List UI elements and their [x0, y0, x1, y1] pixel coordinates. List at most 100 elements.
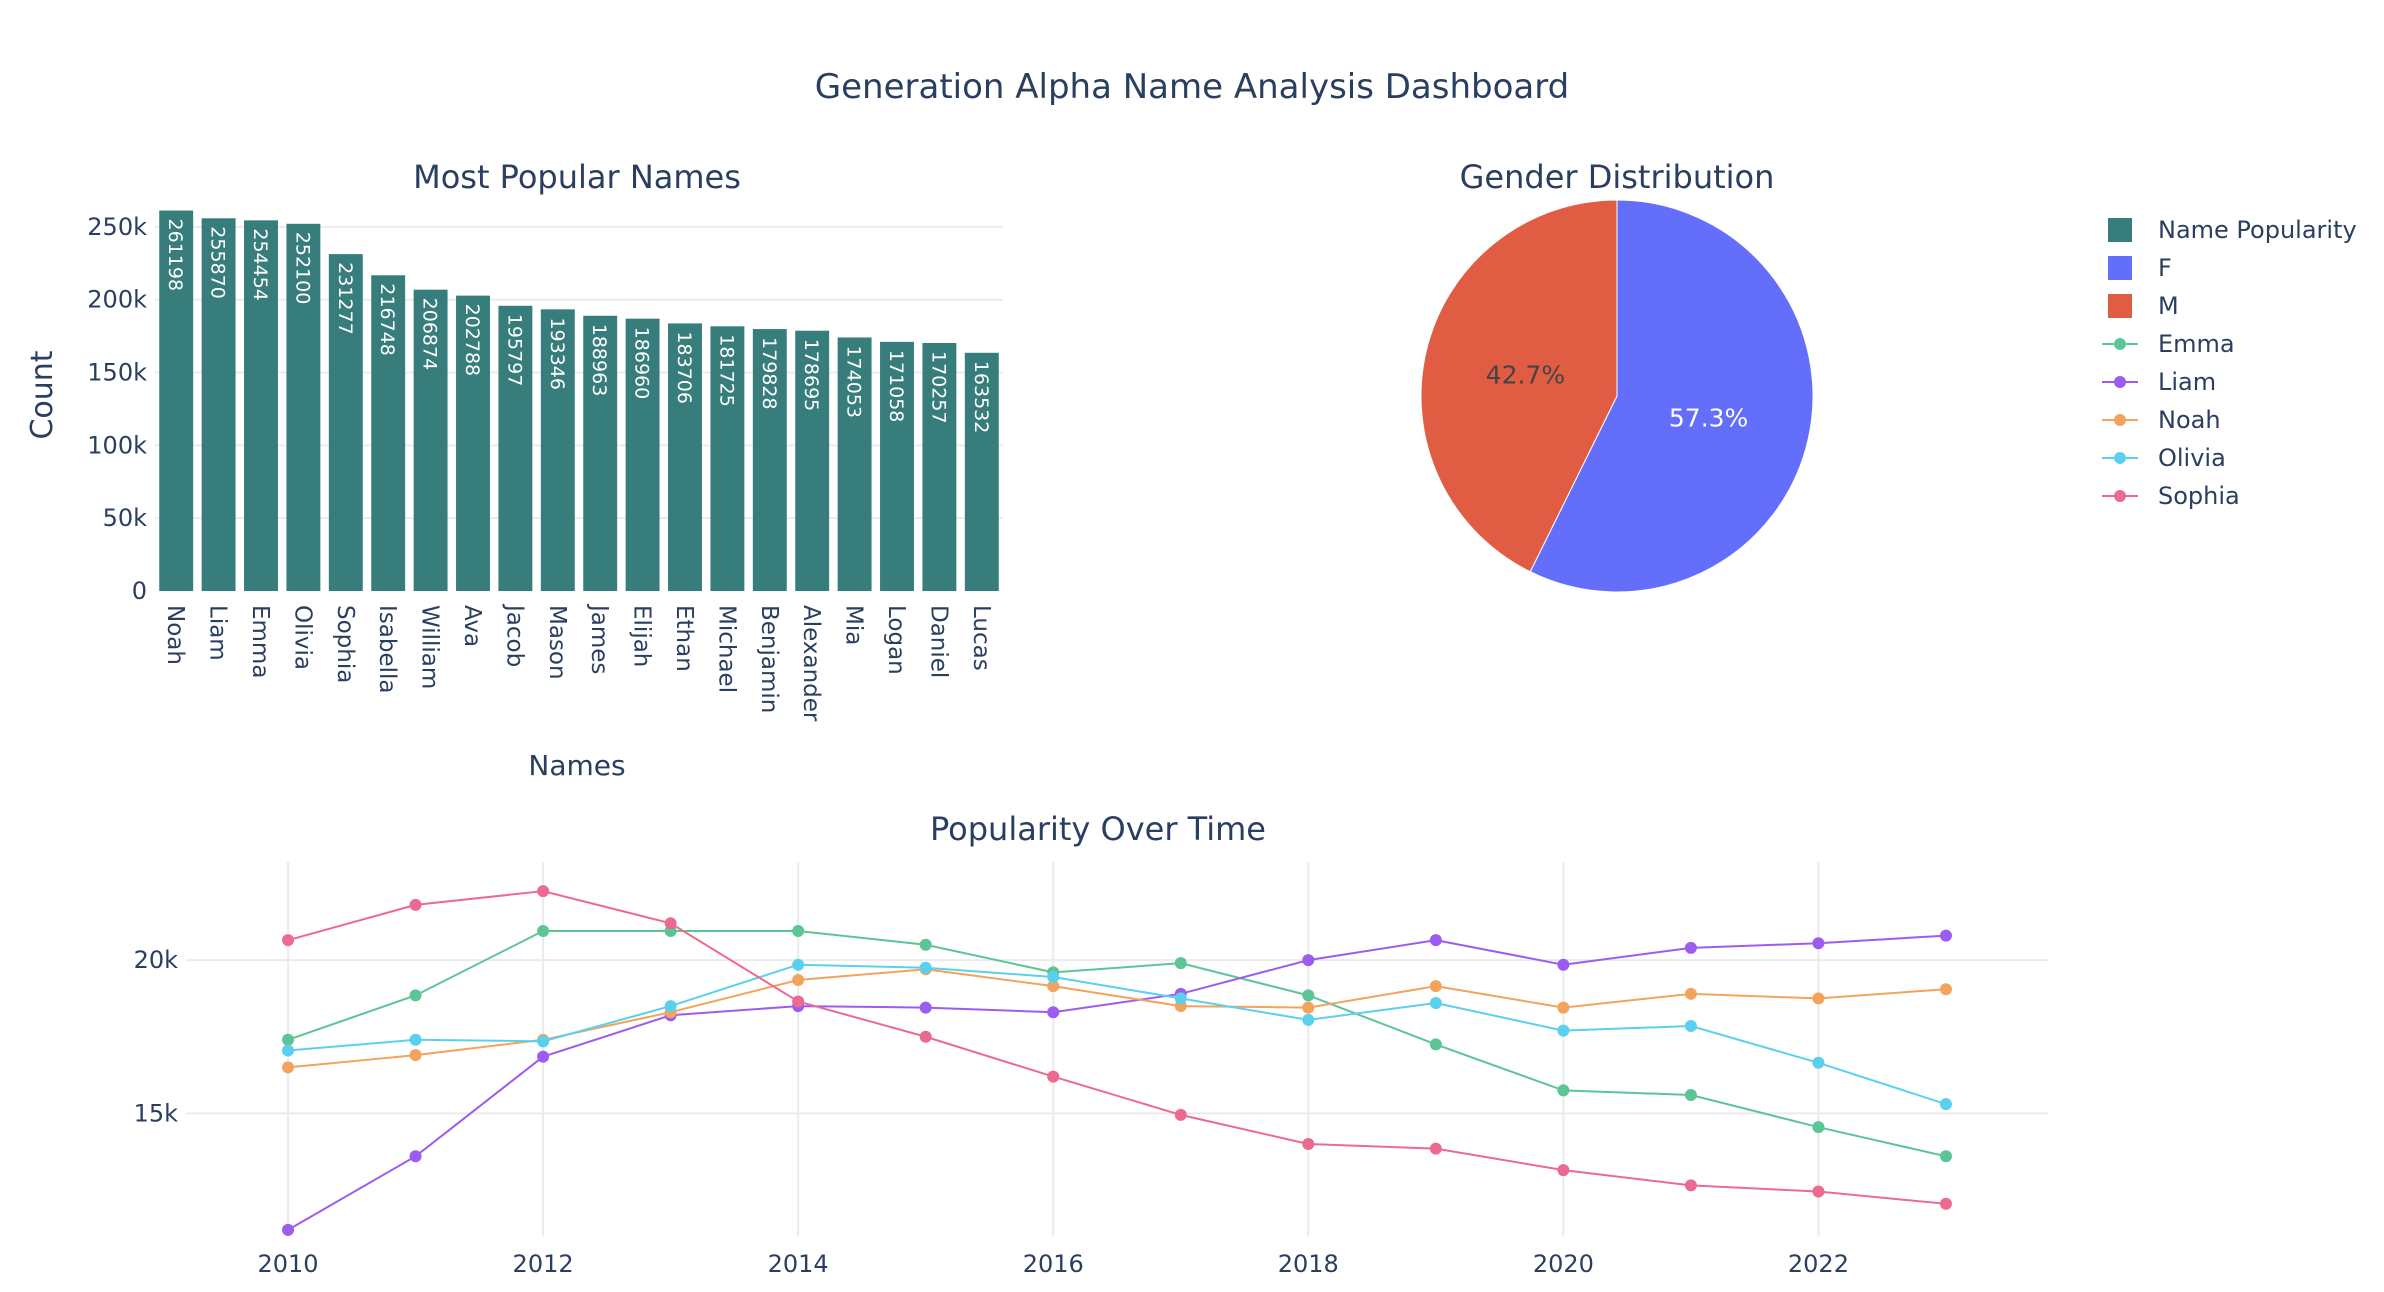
point-sophia[interactable] [792, 995, 805, 1008]
legend-item-noah[interactable]: Noah [2102, 406, 2221, 434]
bar-jacob[interactable] [498, 305, 533, 591]
point-liam[interactable] [1302, 954, 1315, 967]
point-noah[interactable] [1429, 980, 1442, 993]
point-sophia[interactable] [1174, 1108, 1187, 1121]
point-liam[interactable] [282, 1223, 295, 1236]
bar-michael[interactable] [710, 326, 745, 591]
point-emma[interactable] [1939, 1150, 1952, 1163]
point-noah[interactable] [409, 1049, 422, 1062]
point-emma[interactable] [1557, 1084, 1570, 1097]
bar-liam[interactable] [201, 218, 236, 591]
legend-item-name-popularity[interactable]: Name Popularity [2108, 216, 2357, 244]
point-olivia[interactable] [1429, 997, 1442, 1010]
point-olivia[interactable] [664, 1000, 677, 1013]
point-sophia[interactable] [1812, 1185, 1825, 1198]
point-olivia[interactable] [1557, 1024, 1570, 1037]
bar-daniel[interactable] [922, 343, 957, 591]
legend-item-m[interactable]: M [2108, 292, 2179, 320]
line-sophia[interactable] [287, 890, 1947, 1205]
pie-slice-m[interactable] [1420, 199, 1618, 573]
bar-ava[interactable] [456, 295, 490, 591]
point-noah[interactable] [1812, 992, 1825, 1005]
line-series-olivia [282, 958, 1952, 1111]
point-sophia[interactable] [537, 885, 550, 898]
bar-benjamin[interactable] [752, 329, 787, 591]
bar-sophia[interactable] [328, 254, 363, 592]
line-chart-x-tick-label: 2016 [1023, 1250, 1084, 1278]
point-liam[interactable] [537, 1050, 550, 1063]
point-noah[interactable] [282, 1061, 295, 1074]
point-liam[interactable] [1684, 941, 1697, 954]
bar-olivia[interactable] [286, 223, 321, 591]
point-sophia[interactable] [1302, 1138, 1315, 1151]
line-olivia[interactable] [287, 963, 1947, 1106]
legend-item-liam[interactable]: Liam [2102, 368, 2216, 396]
legend-item-f[interactable]: F [2108, 254, 2172, 282]
point-sophia[interactable] [1939, 1197, 1952, 1210]
point-olivia[interactable] [409, 1033, 422, 1046]
bar-james[interactable] [583, 315, 618, 591]
point-noah[interactable] [792, 974, 805, 987]
point-emma[interactable] [792, 924, 805, 937]
point-emma[interactable] [1684, 1088, 1697, 1101]
point-liam[interactable] [409, 1150, 422, 1163]
point-liam[interactable] [1557, 958, 1570, 971]
point-olivia[interactable] [1174, 992, 1187, 1005]
point-olivia[interactable] [1939, 1098, 1952, 1111]
bar-ethan[interactable] [668, 323, 702, 591]
bar-chart-x-tick-label: Lucas [968, 605, 994, 671]
point-sophia[interactable] [282, 934, 295, 947]
point-liam[interactable] [1047, 1006, 1060, 1019]
point-olivia[interactable] [1812, 1056, 1825, 1069]
point-noah[interactable] [1684, 987, 1697, 1000]
point-sophia[interactable] [919, 1030, 932, 1043]
point-emma[interactable] [1812, 1121, 1825, 1134]
point-emma[interactable] [282, 1033, 295, 1046]
point-emma[interactable] [1302, 989, 1315, 1002]
point-emma[interactable] [409, 989, 422, 1002]
legend-item-emma[interactable]: Emma [2102, 330, 2235, 358]
point-noah[interactable] [1557, 1001, 1570, 1014]
point-olivia[interactable] [919, 961, 932, 974]
bar-lucas[interactable] [964, 352, 999, 591]
bar-william[interactable] [413, 289, 448, 591]
point-olivia[interactable] [1047, 970, 1060, 983]
point-olivia[interactable] [1302, 1013, 1315, 1026]
point-emma[interactable] [1174, 957, 1187, 970]
point-emma[interactable] [1429, 1038, 1442, 1051]
bar-elijah[interactable] [625, 318, 660, 591]
point-emma[interactable] [919, 938, 932, 951]
point-olivia[interactable] [1684, 1020, 1697, 1033]
point-sophia[interactable] [1557, 1164, 1570, 1177]
point-liam[interactable] [1939, 929, 1952, 942]
point-sophia[interactable] [1684, 1179, 1697, 1192]
point-noah[interactable] [1302, 1001, 1315, 1014]
point-liam[interactable] [1429, 934, 1442, 947]
point-noah[interactable] [1939, 983, 1952, 996]
point-sophia[interactable] [664, 917, 677, 930]
point-sophia[interactable] [1429, 1142, 1442, 1155]
bar-mia[interactable] [837, 337, 872, 591]
point-sophia[interactable] [1047, 1070, 1060, 1083]
legend-item-sophia[interactable]: Sophia [2102, 482, 2240, 510]
point-sophia[interactable] [409, 898, 422, 911]
bar-emma[interactable] [244, 220, 278, 592]
point-emma[interactable] [537, 924, 550, 937]
point-liam[interactable] [919, 1001, 932, 1014]
point-liam[interactable] [1812, 937, 1825, 950]
bar-chart-x-tick-label: James [586, 603, 612, 674]
point-olivia[interactable] [537, 1035, 550, 1048]
line-emma[interactable] [287, 929, 1947, 1158]
point-olivia[interactable] [282, 1044, 295, 1057]
bar-mason[interactable] [540, 309, 575, 591]
bar-logan[interactable] [880, 341, 914, 591]
point-noah[interactable] [1047, 980, 1060, 993]
pie-slice-f[interactable] [1529, 199, 1814, 593]
bar-isabella[interactable] [371, 275, 406, 591]
bar-noah[interactable] [159, 210, 194, 591]
line-noah[interactable] [287, 968, 1947, 1069]
legend-item-olivia[interactable]: Olivia [2102, 444, 2226, 472]
line-liam[interactable] [287, 934, 1947, 1231]
point-olivia[interactable] [792, 958, 805, 971]
bar-alexander[interactable] [795, 330, 830, 591]
